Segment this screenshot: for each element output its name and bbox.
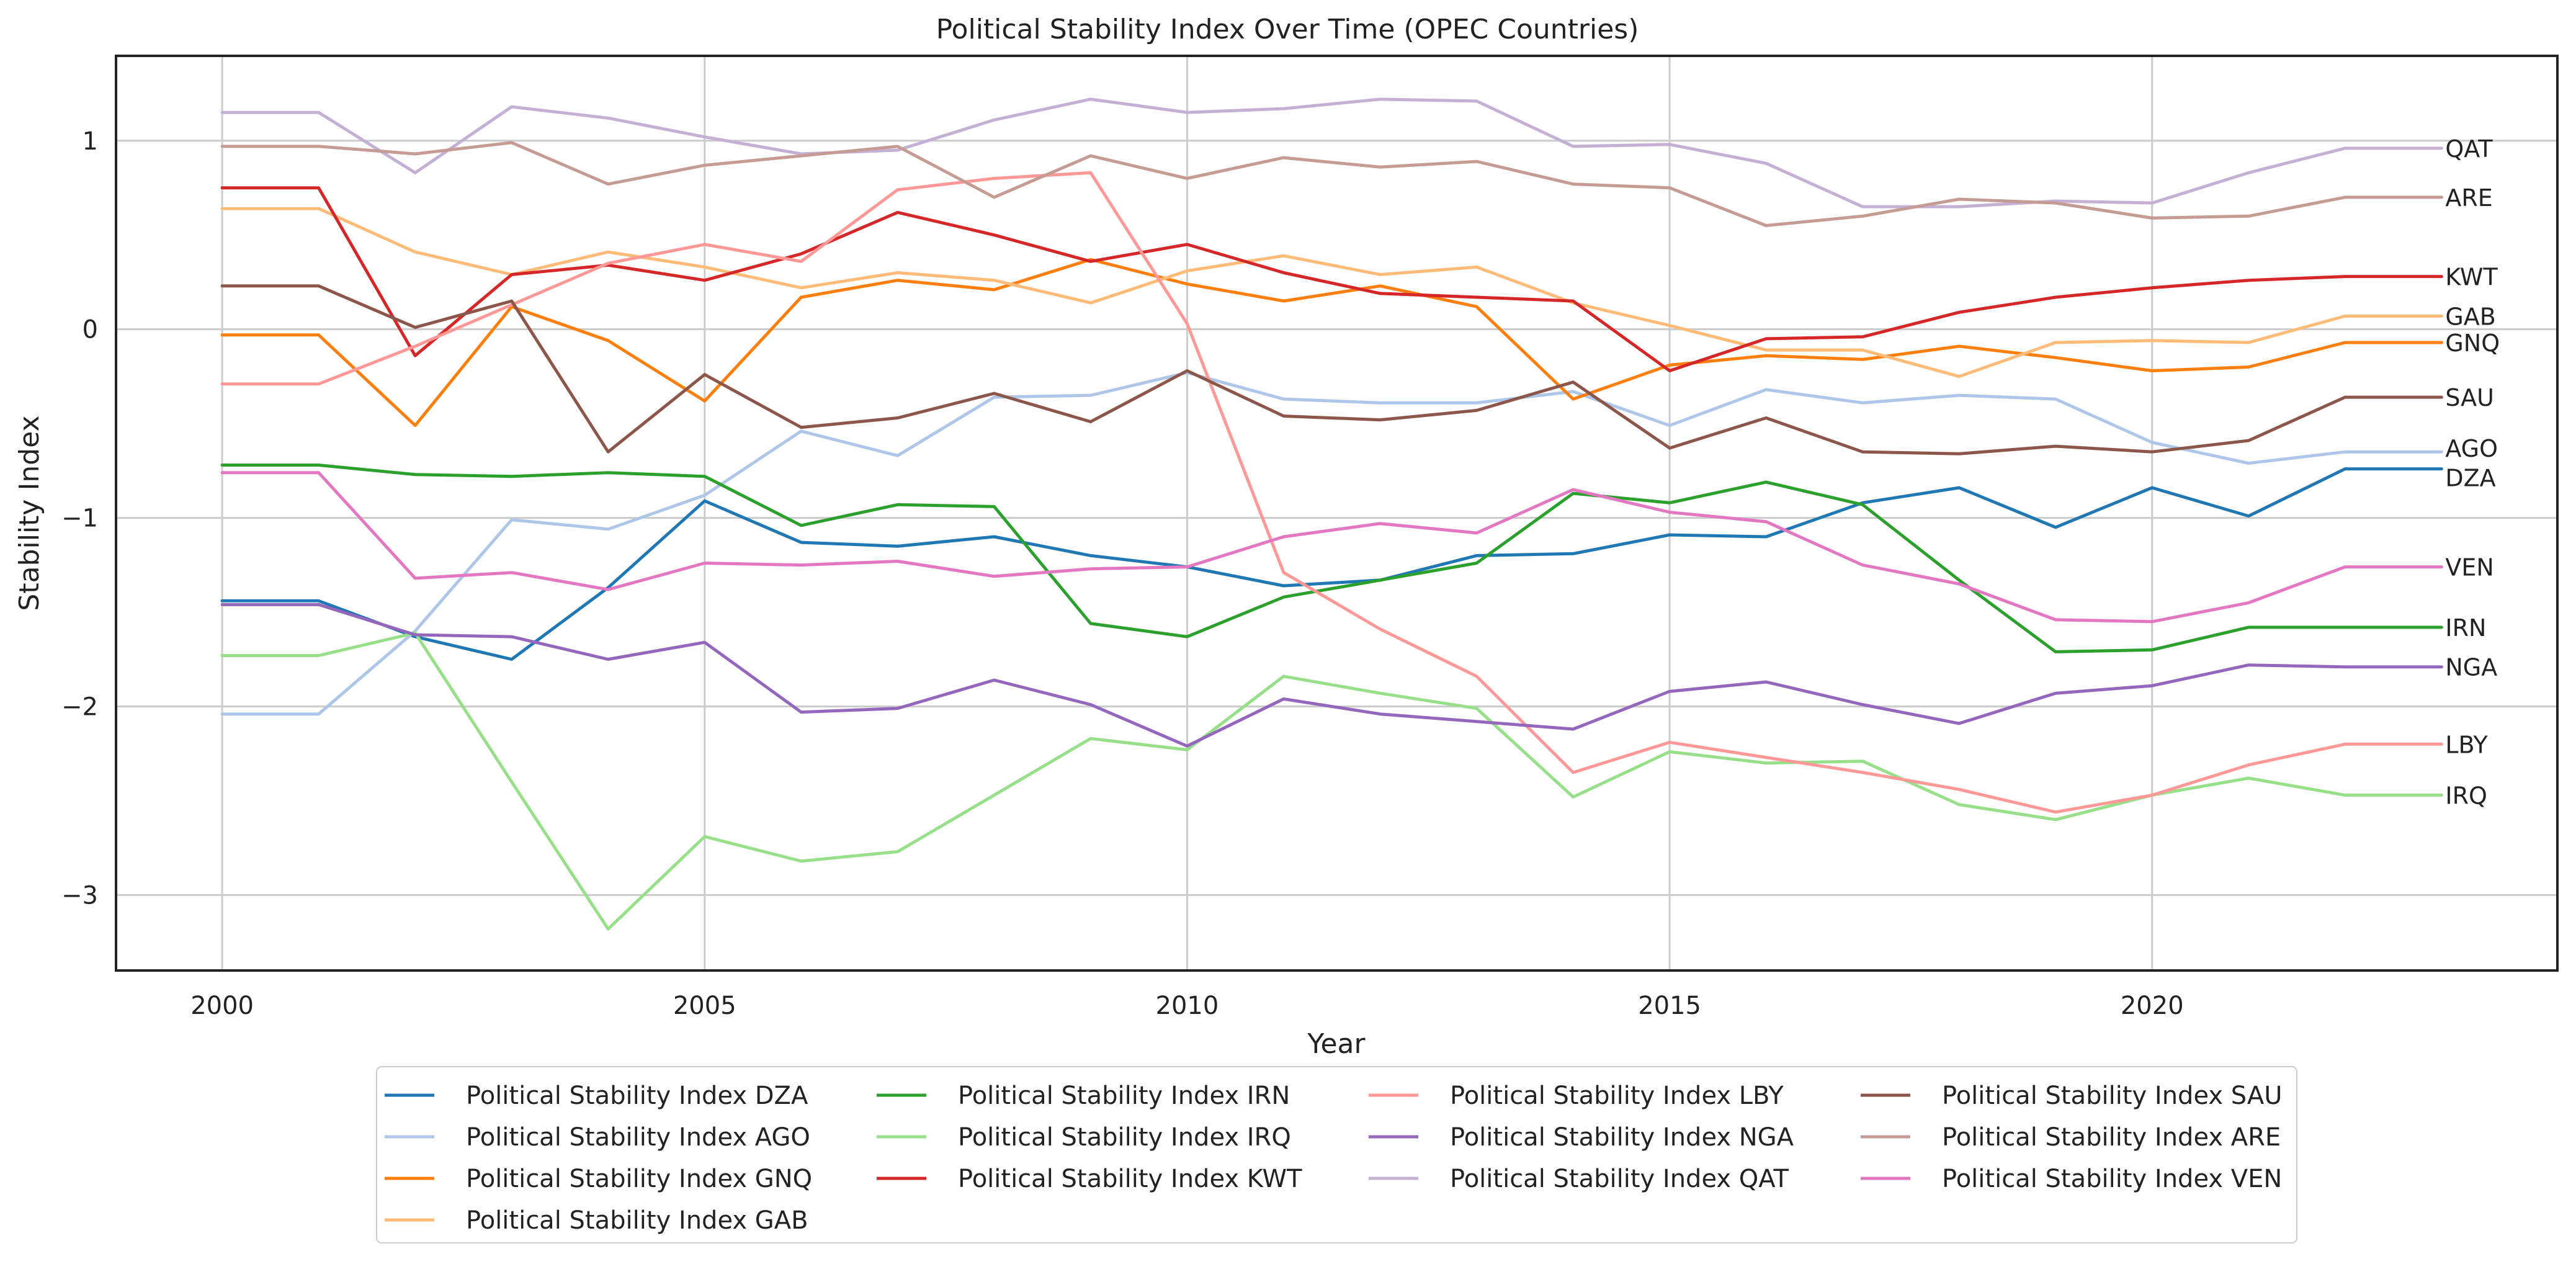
x-axis-ticks: 2000 2005 2010 2015 2020 — [190, 992, 2183, 1020]
series-end-label-gnq: GNQ — [2445, 329, 2500, 357]
series-line-sau — [220, 284, 2443, 455]
series-line-qat — [220, 97, 2443, 208]
series-end-label-kwt: KWT — [2445, 264, 2498, 291]
series-end-label-nga: NGA — [2445, 654, 2497, 681]
legend: Political Stability Index DZA Political S… — [376, 1066, 2297, 1244]
legend-label-kwt: Political Stability Index KWT — [958, 1165, 1302, 1193]
x-tick-label-2: 2010 — [1156, 992, 1219, 1020]
series-lines — [220, 97, 2443, 931]
legend-label-ago: Political Stability Index AGO — [466, 1123, 810, 1152]
legend-label-sau: Political Stability Index SAU — [1942, 1082, 2283, 1110]
series-line-gab — [220, 207, 2443, 379]
y-axis-ticks: −3 −2 −1 0 1 — [61, 127, 98, 910]
legend-entries: Political Stability Index DZA Political S… — [385, 1082, 2283, 1235]
series-end-label-ago: AGO — [2445, 435, 2498, 462]
legend-label-ven: Political Stability Index VEN — [1942, 1165, 2282, 1193]
legend-box — [376, 1066, 2297, 1244]
grid — [116, 56, 2557, 970]
series-line-lby — [220, 171, 2443, 814]
series-line-are — [220, 141, 2443, 227]
legend-label-qat: Political Stability Index QAT — [1450, 1165, 1789, 1193]
chart-title: Political Stability Index Over Time (OPE… — [936, 14, 1639, 45]
series-line-nga — [220, 603, 2443, 748]
series-line-irn — [220, 464, 2443, 653]
series-line-ago — [220, 371, 2443, 716]
y-tick-label-3: 0 — [83, 316, 98, 344]
y-axis-label: Stability Index — [14, 415, 45, 611]
x-tick-label-0: 2000 — [190, 992, 254, 1020]
legend-label-gnq: Political Stability Index GNQ — [466, 1165, 812, 1193]
series-end-label-qat: QAT — [2445, 135, 2493, 163]
series-end-label-irq: IRQ — [2445, 782, 2487, 809]
series-line-kwt — [220, 186, 2443, 372]
legend-label-are: Political Stability Index ARE — [1942, 1123, 2281, 1152]
series-end-label-sau: SAU — [2445, 384, 2494, 411]
x-tick-label-1: 2005 — [673, 992, 736, 1020]
series-line-ven — [220, 471, 2443, 624]
x-tick-label-4: 2020 — [2121, 992, 2184, 1020]
y-tick-label-0: −3 — [61, 881, 98, 910]
legend-label-dza: Political Stability Index DZA — [466, 1082, 808, 1110]
series-end-label-lby: LBY — [2445, 731, 2488, 758]
series-end-label-ven: VEN — [2445, 554, 2493, 581]
series-end-label-irn: IRN — [2445, 614, 2486, 642]
series-line-gnq — [220, 258, 2443, 428]
y-tick-label-1: −2 — [61, 693, 98, 722]
legend-label-lby: Political Stability Index LBY — [1450, 1082, 1784, 1110]
series-end-label-gab: GAB — [2445, 303, 2496, 330]
series-line-irq — [220, 631, 2443, 931]
y-tick-label-2: −1 — [61, 504, 98, 533]
legend-label-irn: Political Stability Index IRN — [958, 1082, 1290, 1110]
series-end-label-dza: DZA — [2445, 465, 2495, 492]
legend-label-irq: Political Stability Index IRQ — [958, 1123, 1291, 1152]
legend-label-gab: Political Stability Index GAB — [466, 1206, 808, 1235]
series-line-dza — [220, 467, 2443, 661]
legend-label-nga: Political Stability Index NGA — [1450, 1123, 1794, 1152]
series-end-label-are: ARE — [2445, 184, 2492, 212]
x-tick-label-3: 2015 — [1638, 992, 1701, 1020]
y-tick-label-4: 1 — [83, 127, 98, 156]
x-axis-label: Year — [1307, 1028, 1366, 1060]
plot-frame — [115, 55, 2559, 972]
